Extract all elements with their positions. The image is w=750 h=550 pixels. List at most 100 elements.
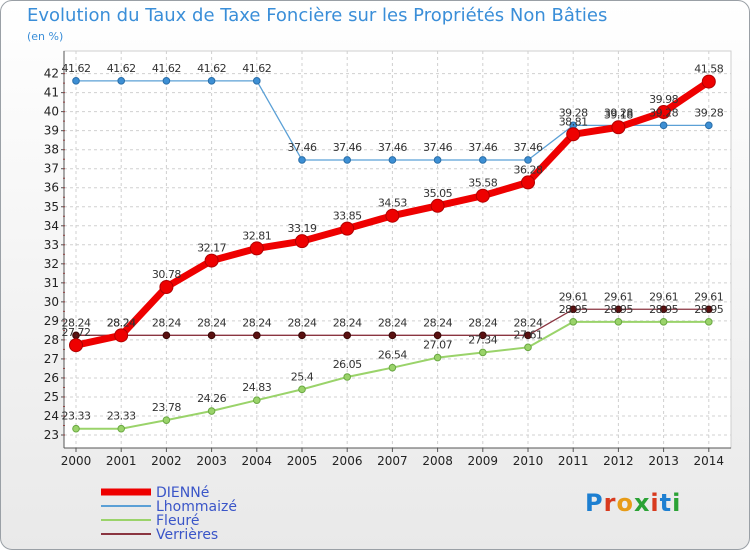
logo-letter: t (659, 489, 673, 517)
data-label: 41.62 (197, 62, 226, 75)
data-label: 38.81 (559, 115, 588, 128)
y-tick-label: 26 (44, 371, 59, 385)
legend-label: Fleuré (156, 513, 200, 529)
data-label: 28.24 (333, 316, 362, 329)
data-point (343, 156, 352, 164)
data-label: 28.24 (107, 316, 136, 329)
data-point (521, 175, 535, 190)
data-point (524, 331, 532, 340)
y-tick-label: 36 (44, 181, 59, 195)
y-tick-label: 30 (44, 295, 59, 309)
data-point (117, 77, 125, 85)
data-point (207, 77, 216, 85)
data-point (524, 343, 532, 352)
y-tick-label: 29 (44, 314, 59, 328)
x-tick-label: 2012 (603, 454, 634, 468)
y-tick-label: 37 (44, 162, 59, 176)
data-point (701, 74, 716, 89)
data-label: 28.24 (514, 316, 543, 329)
data-label: 37.46 (288, 141, 317, 154)
data-label: 37.46 (468, 141, 497, 154)
data-point (298, 385, 306, 394)
data-label: 41.62 (242, 62, 271, 75)
data-label: 28.95 (559, 303, 588, 316)
data-point (253, 77, 261, 85)
data-point (479, 348, 487, 357)
data-point (298, 156, 306, 164)
y-tick-label: 24 (44, 409, 59, 423)
data-point (705, 318, 713, 326)
data-point (385, 208, 400, 223)
data-point (475, 188, 490, 203)
data-label: 32.81 (242, 229, 271, 242)
data-point (343, 331, 352, 340)
data-point (433, 353, 442, 362)
y-tick-label: 40 (44, 105, 59, 119)
data-label: 28.24 (242, 316, 271, 329)
data-label: 28.24 (197, 316, 226, 329)
y-tick-label: 39 (44, 124, 59, 138)
y-tick-label: 38 (44, 143, 59, 157)
data-point (69, 338, 83, 353)
y-tick-label: 25 (44, 390, 59, 404)
data-point (614, 318, 623, 326)
x-tick-label: 2013 (648, 454, 679, 468)
data-label: 27.61 (514, 328, 543, 341)
chart-data-labels: 27.7228.2430.7832.1732.8133.1933.8534.53… (62, 62, 725, 423)
data-point (479, 331, 487, 340)
x-tick-label: 2004 (242, 454, 273, 468)
data-label: 28.24 (107, 316, 136, 329)
x-tick-label: 2008 (422, 454, 453, 468)
data-label: 29.61 (604, 290, 633, 303)
data-label: 23.78 (152, 401, 181, 414)
x-tick-label: 2009 (468, 454, 499, 468)
chart-subtitle: (en %) (27, 30, 64, 43)
data-point (298, 331, 306, 340)
data-point (430, 198, 445, 213)
data-point (253, 331, 261, 340)
data-label: 27.72 (62, 326, 91, 339)
data-label: 29.61 (649, 290, 678, 303)
logo-letter: i (650, 489, 660, 517)
data-label: 26.54 (378, 349, 407, 362)
data-label: 33.85 (333, 210, 362, 223)
y-tick-label: 34 (44, 219, 59, 233)
data-label: 33.19 (288, 222, 317, 235)
data-label: 23.33 (62, 410, 91, 423)
x-tick-label: 2006 (332, 454, 363, 468)
data-point (72, 77, 80, 85)
y-tick-label: 27 (44, 352, 59, 366)
data-point (388, 156, 397, 164)
data-label: 27.34 (468, 333, 497, 346)
data-label: 35.58 (468, 177, 497, 190)
data-label: 41.58 (694, 63, 723, 76)
data-label: 28.24 (288, 316, 317, 329)
y-tick-label: 35 (44, 200, 59, 214)
data-label: 28.24 (468, 316, 497, 329)
y-tick-label: 33 (44, 238, 59, 252)
data-point (705, 305, 713, 314)
data-point (117, 424, 125, 433)
logo-letter: o (616, 489, 634, 517)
data-point (159, 280, 174, 295)
y-tick-label: 32 (44, 257, 59, 271)
data-point (479, 156, 487, 164)
x-tick-label: 2001 (106, 454, 137, 468)
data-point (162, 416, 171, 424)
data-point (253, 396, 261, 404)
logo-letter: P (585, 489, 604, 517)
data-label: 36.28 (514, 163, 543, 176)
data-label: 37.46 (333, 141, 362, 154)
data-label: 41.62 (152, 62, 181, 75)
data-label: 28.95 (604, 303, 633, 316)
x-tick-label: 2011 (558, 454, 589, 468)
data-point (295, 234, 309, 249)
y-tick-label: 42 (44, 67, 59, 81)
data-label: 39.28 (649, 106, 678, 119)
logo-letter: x (633, 489, 651, 517)
data-point (659, 121, 668, 130)
x-tick-label: 2005 (287, 454, 318, 468)
data-label: 28.24 (62, 316, 91, 329)
data-label: 39.28 (604, 106, 633, 119)
